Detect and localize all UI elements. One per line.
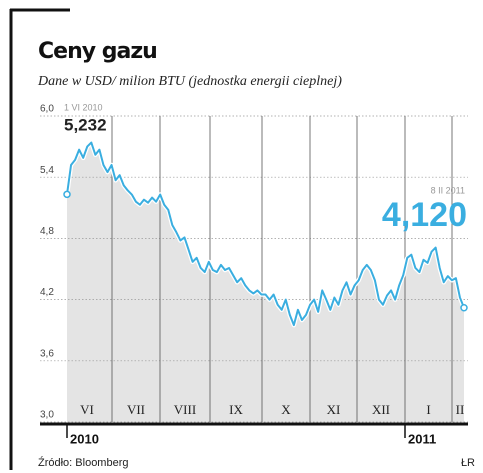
area-fill — [67, 142, 464, 422]
x-tick-label: VII — [127, 402, 145, 417]
source: Źródło: Bloomberg — [38, 456, 129, 469]
x-tick-label: I — [426, 402, 430, 417]
x-tick-label: XI — [327, 402, 341, 417]
price-line — [66, 141, 465, 327]
annotation-value: 5,232 — [64, 115, 107, 134]
x-tick-label: XII — [372, 402, 390, 417]
annotation-date: 1 VI 2010 — [64, 102, 103, 112]
x-tick-label: II — [456, 402, 465, 417]
credit: ŁR — [461, 457, 475, 469]
x-tick-label: X — [281, 402, 291, 417]
end-marker — [460, 304, 468, 312]
x-tick-label: VIII — [174, 402, 196, 417]
annotation-value: 4,120 — [382, 196, 467, 234]
y-tick-label: 5,4 — [40, 165, 54, 176]
year-label: 2011 — [408, 431, 436, 446]
x-tick-label: IX — [229, 402, 243, 417]
end-marker — [63, 190, 71, 199]
chart-subtitle: Dane w USD/ milion BTU (jednostka energi… — [37, 74, 342, 89]
annotation-date: 8 II 2011 — [431, 185, 465, 195]
y-tick-label: 3,0 — [40, 410, 54, 421]
y-tick-label: 4,8 — [40, 226, 54, 237]
y-tick-label: 3,6 — [40, 348, 54, 359]
x-tick-label: VI — [80, 402, 94, 417]
y-tick-label: 4,2 — [40, 287, 54, 298]
y-tick-label: 6,0 — [40, 104, 54, 115]
chart-title: Ceny gazu — [38, 39, 157, 64]
year-label: 2010 — [70, 431, 99, 446]
